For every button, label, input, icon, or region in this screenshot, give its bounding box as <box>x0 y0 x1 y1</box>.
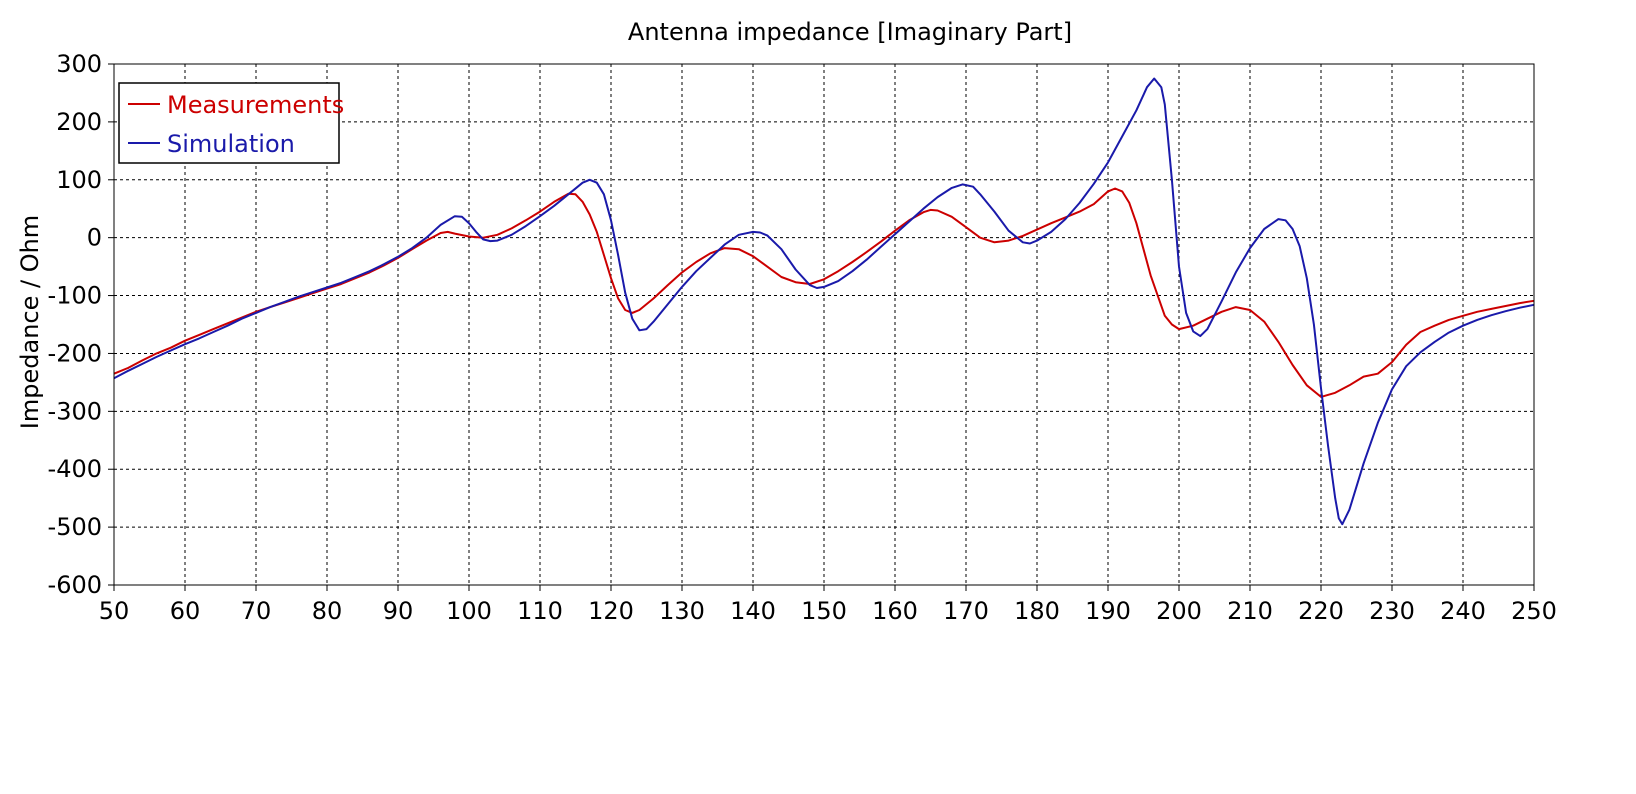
legend-label-simulation: Simulation <box>167 130 295 158</box>
x-tick-label: 80 <box>312 597 343 625</box>
x-tick-label: 110 <box>517 597 563 625</box>
x-tick-label: 160 <box>872 597 918 625</box>
y-tick-label: -400 <box>48 455 102 483</box>
y-tick-label: -600 <box>48 571 102 599</box>
chart-title: Antenna impedance [Imaginary Part] <box>628 18 1072 46</box>
y-tick-label: 300 <box>56 50 102 78</box>
x-tick-label: 240 <box>1440 597 1486 625</box>
x-tick-label: 140 <box>730 597 776 625</box>
legend: Measurements Simulation <box>118 82 344 164</box>
legend-label-measurements: Measurements <box>167 91 344 119</box>
x-tick-label: 180 <box>1014 597 1060 625</box>
x-axis-ticks: 50 60 70 80 90 100 110 120 130 140 150 160 170 180 190… <box>99 585 1557 625</box>
y-tick-label: 100 <box>56 166 102 194</box>
x-tick-label: 150 <box>801 597 847 625</box>
series-line-measurements <box>113 187 1535 398</box>
x-tick-label: 210 <box>1227 597 1273 625</box>
y-axis-ticks: 300 200 100 0 -100 -200 -300 -400 -500 -600 <box>48 50 114 599</box>
x-tick-label: 200 <box>1156 597 1202 625</box>
x-tick-label: 130 <box>659 597 705 625</box>
x-tick-label: 220 <box>1298 597 1344 625</box>
x-tick-label: 90 <box>383 597 414 625</box>
y-axis-label: Impedance / Ohm <box>16 215 44 429</box>
series-layer <box>113 77 1535 526</box>
y-tick-label: -300 <box>48 397 102 425</box>
x-tick-label: 170 <box>943 597 989 625</box>
series-line-simulation <box>113 77 1535 526</box>
x-tick-label: 250 <box>1511 597 1557 625</box>
x-tick-label: 190 <box>1085 597 1131 625</box>
y-tick-label: -200 <box>48 339 102 367</box>
y-tick-label: 200 <box>56 108 102 136</box>
y-tick-label: -100 <box>48 282 102 310</box>
x-tick-label: 50 <box>99 597 130 625</box>
x-tick-label: 70 <box>241 597 272 625</box>
legend-box <box>118 82 340 164</box>
y-tick-label: -500 <box>48 513 102 541</box>
y-tick-label: 0 <box>87 224 102 252</box>
x-tick-label: 100 <box>446 597 492 625</box>
x-tick-label: 230 <box>1369 597 1415 625</box>
x-tick-label: 60 <box>170 597 201 625</box>
x-tick-label: 120 <box>588 597 634 625</box>
